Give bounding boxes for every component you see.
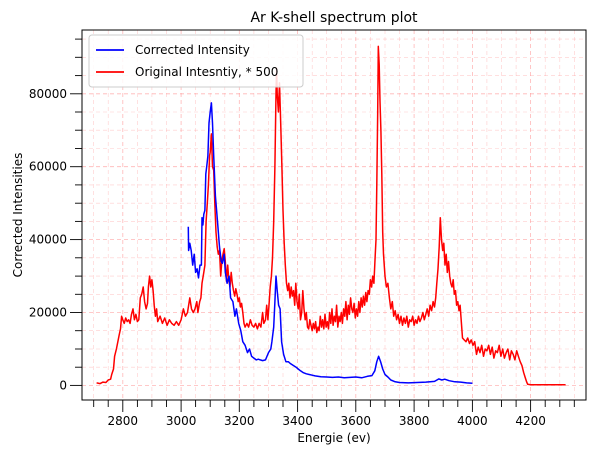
x-tick-label: 3200	[224, 414, 255, 428]
x-tick-label: 2800	[108, 414, 139, 428]
plot-frame	[81, 29, 587, 401]
y-axis-title: Corrected Intensities	[11, 153, 25, 278]
grid-layer	[82, 30, 586, 400]
y-tick-label: 80000	[29, 87, 67, 101]
x-tick-label: 3600	[341, 414, 372, 428]
y-tick-label: 20000	[29, 306, 67, 320]
y-tick-label: 40000	[29, 233, 67, 247]
series-layer	[96, 45, 566, 386]
x-tick-label: 4000	[457, 414, 488, 428]
x-tick-label: 4200	[515, 414, 546, 428]
legend-label-original-intensity: Original Intesntiy, * 500	[135, 65, 278, 79]
legend: Corrected Intensity Original Intesntiy, …	[88, 34, 304, 88]
series-line-corrected-intensity	[187, 102, 473, 384]
x-tick-label: 3400	[282, 414, 313, 428]
chart-title: Ar K-shell spectrum plot	[250, 10, 418, 26]
y-tick-label: 0	[59, 378, 67, 392]
x-tick-label: 3800	[399, 414, 430, 428]
tick-layer: 2800 3000 3200 3400 3600 3800 4000 4200 0 20000 40…	[29, 38, 575, 428]
y-tick-label: 60000	[29, 160, 67, 174]
x-tick-label: 3000	[166, 414, 197, 428]
legend-box	[88, 34, 304, 88]
x-axis-title: Energie (ev)	[297, 431, 370, 445]
legend-label-corrected-intensity: Corrected Intensity	[135, 43, 250, 57]
series-line-original-intensity	[96, 45, 566, 386]
